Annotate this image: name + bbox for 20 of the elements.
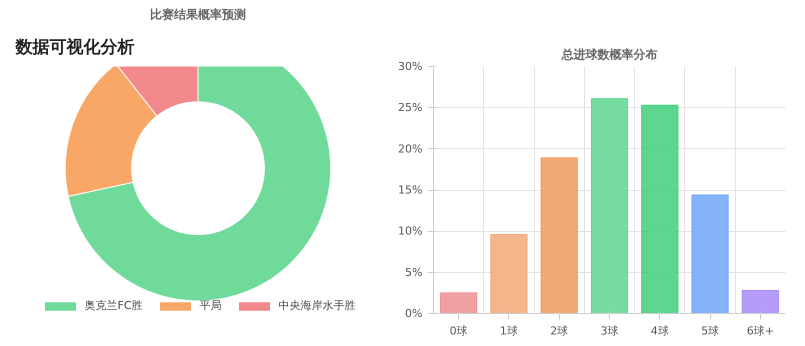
- y-tick-label: 30%: [398, 60, 423, 73]
- y-tick-label: 0%: [405, 307, 422, 320]
- x-tick-label: 3球: [600, 324, 618, 338]
- chart-title: 比赛结果概率预测: [150, 8, 246, 22]
- y-tick-label: 15%: [398, 184, 423, 196]
- text: 数据可视化分析: [14, 38, 134, 58]
- legend-label: 奥克兰FC胜: [84, 298, 143, 313]
- legend-label: 中央海岸水手胜: [278, 298, 356, 313]
- x-tick-label: 6球+: [746, 324, 774, 338]
- y-tick-label: 20%: [398, 142, 423, 156]
- y-tick-label: 25%: [398, 101, 423, 114]
- x-tick-label: 0球: [450, 324, 468, 338]
- x-tick-label: 2球: [550, 324, 568, 338]
- y-tick-label: 5%: [405, 266, 422, 279]
- y-tick-label: 10%: [398, 224, 423, 238]
- x-tick-label: 5球: [701, 324, 720, 338]
- chart-title: 总进球数概率分布: [560, 48, 658, 62]
- x-tick-label: 1球: [500, 324, 518, 338]
- x-tick-label: 4球: [650, 324, 669, 338]
- legend-label: 平局: [200, 298, 222, 313]
